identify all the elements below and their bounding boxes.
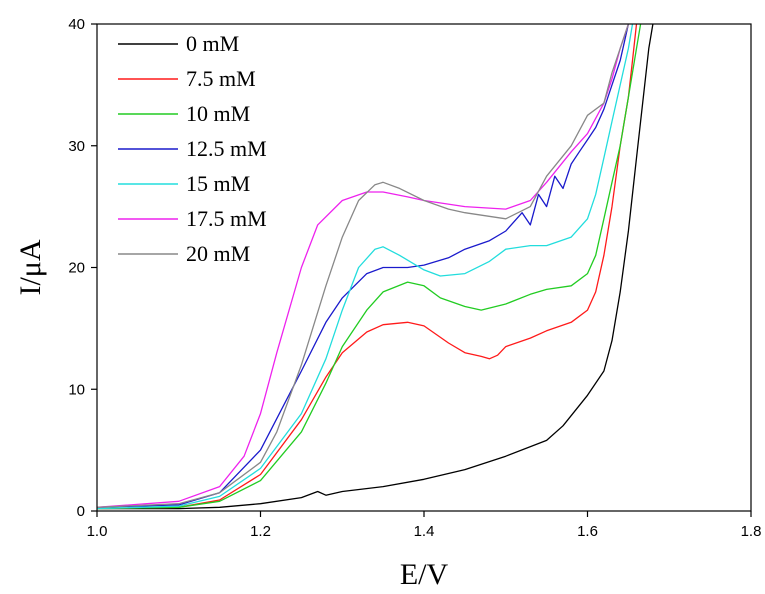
legend-label: 17.5 mM [186, 206, 267, 231]
legend-label: 20 mM [186, 241, 250, 266]
series-line-20-mm [96, 23, 630, 508]
series-line-12-5-mm [96, 23, 630, 508]
y-tick-label: 10 [68, 381, 85, 398]
y-tick-label: 0 [77, 503, 85, 520]
legend-label: 12.5 mM [186, 136, 267, 161]
x-tick-label: 1.6 [577, 523, 598, 540]
legend: 0 mM 7.5 mM 10 mM 12.5 mM 15 mM 17.5 mM 20 mM [118, 31, 267, 266]
legend-label: 7.5 mM [186, 66, 256, 91]
series-line-7-5-mm [96, 23, 638, 510]
legend-label: 15 mM [186, 171, 250, 196]
legend-label: 0 mM [186, 31, 239, 56]
legend-label: 10 mM [186, 101, 250, 126]
series-layer [96, 23, 654, 510]
x-tick-label: 1.8 [741, 523, 762, 540]
series-line-15-mm [96, 23, 634, 510]
series-line-0-mm [97, 23, 654, 510]
y-axis-title: I/μA [14, 239, 47, 295]
series-line-10-mm [96, 23, 642, 510]
plot-frame [96, 23, 752, 512]
x-axis-title: E/V [400, 558, 449, 591]
series-line-17-5-mm [96, 23, 630, 508]
y-tick-label: 40 [68, 16, 85, 33]
y-tick-label: 30 [68, 138, 85, 155]
x-tick-label: 1.0 [87, 523, 108, 540]
y-tick-label: 20 [68, 260, 85, 277]
x-tick-label: 1.4 [414, 523, 435, 540]
x-tick-label: 1.2 [250, 523, 271, 540]
axes: 1.0 1.2 1.4 1.6 1.8 0 10 20 30 40 [68, 16, 761, 540]
